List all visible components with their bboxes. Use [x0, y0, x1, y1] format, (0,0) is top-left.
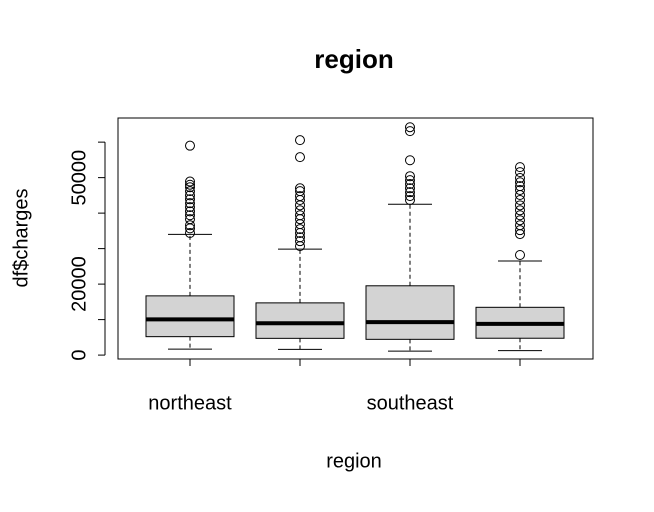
- outlier: [185, 186, 195, 197]
- outlier: [185, 202, 195, 213]
- outlier: [405, 183, 415, 194]
- outlier: [405, 179, 415, 190]
- outlier: [295, 236, 305, 247]
- outlier: [185, 220, 195, 231]
- outlier: [515, 194, 525, 205]
- outlier: [185, 194, 195, 205]
- outlier: [185, 140, 195, 151]
- outlier: [185, 190, 195, 201]
- outlier: [405, 175, 415, 186]
- outlier: [515, 200, 525, 211]
- outlier: [185, 223, 195, 234]
- outlier: [185, 179, 195, 190]
- outlier: [405, 126, 415, 137]
- outlier: [185, 198, 195, 209]
- outlier: [515, 229, 525, 240]
- box: [145, 295, 235, 338]
- x-tick-label: northeast: [148, 392, 232, 414]
- outlier: [405, 155, 415, 166]
- outlier: [515, 250, 525, 261]
- outlier: [185, 210, 195, 221]
- y-tick-label: 20000: [68, 256, 90, 312]
- outlier: [295, 183, 305, 194]
- x-tick-label: southeast: [367, 392, 454, 414]
- chart-title: region: [314, 44, 393, 74]
- x-axis-label: region: [326, 450, 382, 472]
- outlier: [295, 152, 305, 163]
- outlier: [295, 224, 305, 235]
- outlier: [185, 182, 195, 193]
- outlier: [295, 194, 305, 205]
- outlier: [515, 205, 525, 216]
- outlier: [515, 167, 525, 178]
- box: [365, 285, 455, 340]
- outlier: [405, 171, 415, 182]
- outlier: [405, 187, 415, 198]
- outlier: [185, 176, 195, 187]
- y-tick-label: 0: [68, 350, 90, 361]
- outlier: [295, 241, 305, 252]
- outlier: [515, 172, 525, 183]
- outlier: [515, 162, 525, 173]
- outlier: [515, 215, 525, 226]
- outlier: [295, 214, 305, 225]
- outlier: [185, 227, 195, 238]
- y-tick-label: 50000: [68, 150, 90, 206]
- y-axis-label: df$charges: [10, 189, 32, 288]
- outlier: [405, 191, 415, 202]
- outlier: [405, 122, 415, 133]
- outlier: [515, 185, 525, 196]
- outlier: [295, 200, 305, 211]
- outlier: [515, 210, 525, 221]
- outlier: [295, 135, 305, 146]
- outlier: [515, 177, 525, 188]
- outlier: [515, 225, 525, 236]
- outlier: [185, 206, 195, 217]
- box: [255, 302, 345, 339]
- outlier: [295, 227, 305, 238]
- outlier: [405, 194, 415, 205]
- outlier: [515, 190, 525, 201]
